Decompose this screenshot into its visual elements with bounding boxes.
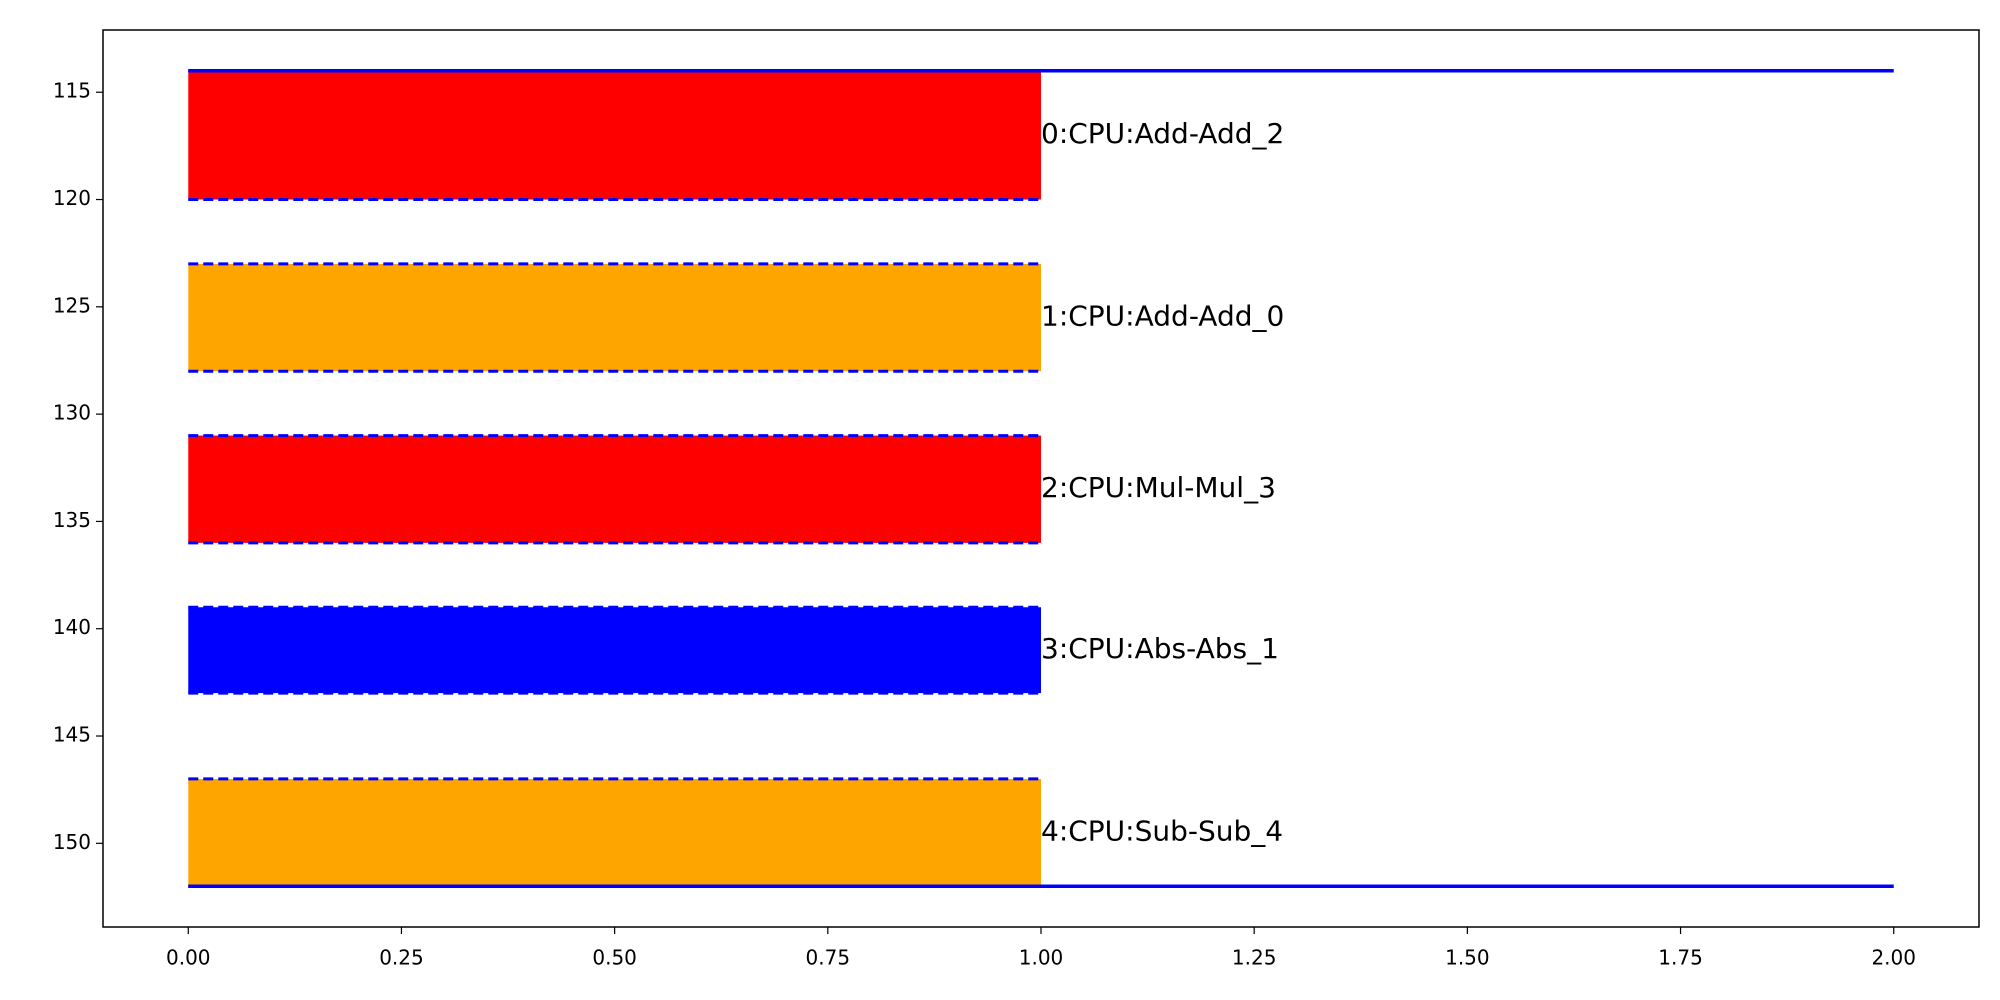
bar — [188, 778, 1042, 887]
x-tick-label: 0.25 — [379, 946, 424, 970]
bar — [188, 435, 1042, 543]
y-tick-label: 135 — [53, 508, 91, 532]
x-tick-label: 1.50 — [1445, 946, 1490, 970]
bar-label: 3:CPU:Abs-Abs_1 — [1041, 632, 1279, 665]
x-tick-label: 0.50 — [592, 946, 637, 970]
x-tick-label: 1.75 — [1658, 946, 1703, 970]
bar-label: 2:CPU:Mul-Mul_3 — [1041, 471, 1276, 504]
y-tick-label: 120 — [53, 186, 91, 210]
bar-label: 0:CPU:Add-Add_2 — [1041, 117, 1284, 150]
bar — [188, 607, 1042, 694]
x-tick-label: 1.25 — [1232, 946, 1277, 970]
x-tick-label: 0.75 — [806, 946, 851, 970]
y-tick-label: 145 — [53, 723, 91, 747]
y-tick-label: 115 — [53, 79, 91, 103]
x-tick-label: 2.00 — [1871, 946, 1916, 970]
x-tick-label: 0.00 — [166, 946, 211, 970]
bar — [188, 263, 1042, 372]
y-tick-label: 140 — [53, 615, 91, 639]
y-tick-label: 130 — [53, 401, 91, 425]
bar — [188, 70, 1042, 200]
x-tick-label: 1.00 — [1019, 946, 1064, 970]
y-tick-label: 150 — [53, 830, 91, 854]
bar-label: 1:CPU:Add-Add_0 — [1041, 300, 1284, 333]
bar-label: 4:CPU:Sub-Sub_4 — [1041, 815, 1283, 848]
plot-frame — [102, 29, 1980, 928]
y-tick-label: 125 — [53, 293, 91, 317]
